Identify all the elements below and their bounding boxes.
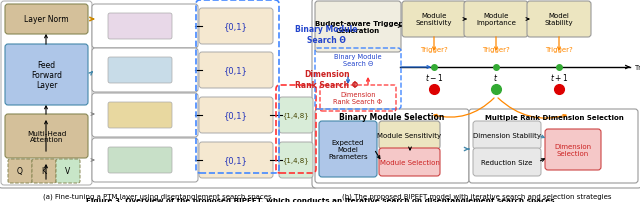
FancyBboxPatch shape xyxy=(473,121,541,149)
Text: ✔: ✔ xyxy=(493,85,499,94)
Text: K: K xyxy=(42,167,47,176)
FancyBboxPatch shape xyxy=(379,148,440,176)
Text: Trigger?: Trigger? xyxy=(482,47,510,53)
FancyBboxPatch shape xyxy=(1,2,92,185)
Text: Expected
Model
Parameters: Expected Model Parameters xyxy=(328,139,368,159)
Text: ✘: ✘ xyxy=(431,85,437,94)
Text: Dimension Stability: Dimension Stability xyxy=(473,132,541,138)
FancyBboxPatch shape xyxy=(92,138,198,182)
FancyBboxPatch shape xyxy=(56,159,80,183)
Text: Adapter: Adapter xyxy=(130,111,160,120)
FancyBboxPatch shape xyxy=(108,147,172,173)
FancyBboxPatch shape xyxy=(464,2,528,38)
Text: Module Sensitivity: Module Sensitivity xyxy=(378,132,442,138)
FancyBboxPatch shape xyxy=(199,98,273,133)
Text: LNFit: LNFit xyxy=(136,22,155,31)
Text: Dimension
Rank Search Φ: Dimension Rank Search Φ xyxy=(333,92,383,105)
Text: {1,4,8}: {1,4,8} xyxy=(283,112,309,119)
Text: Figure 3: Overview of the proposed BIPEFT, which conducts an iterative search on: Figure 3: Overview of the proposed BIPEF… xyxy=(86,197,554,202)
FancyBboxPatch shape xyxy=(319,121,377,177)
FancyBboxPatch shape xyxy=(469,109,638,183)
FancyBboxPatch shape xyxy=(473,148,541,176)
FancyBboxPatch shape xyxy=(527,2,591,38)
FancyBboxPatch shape xyxy=(92,94,198,137)
Text: Multiple Rank Dimension Selection: Multiple Rank Dimension Selection xyxy=(484,115,623,120)
FancyBboxPatch shape xyxy=(199,53,273,88)
FancyBboxPatch shape xyxy=(5,45,88,105)
FancyBboxPatch shape xyxy=(312,0,640,188)
Text: $t-1$: $t-1$ xyxy=(425,72,444,83)
FancyBboxPatch shape xyxy=(92,49,198,93)
Text: {0,1}: {0,1} xyxy=(224,156,248,165)
FancyBboxPatch shape xyxy=(279,142,313,178)
FancyBboxPatch shape xyxy=(199,9,273,45)
Text: ✘: ✘ xyxy=(556,85,562,94)
FancyBboxPatch shape xyxy=(315,2,401,53)
FancyBboxPatch shape xyxy=(545,129,601,170)
Text: Trigger?: Trigger? xyxy=(545,47,573,53)
FancyBboxPatch shape xyxy=(32,159,56,183)
FancyBboxPatch shape xyxy=(108,58,172,84)
Text: Trigger?: Trigger? xyxy=(420,47,448,53)
FancyBboxPatch shape xyxy=(5,5,88,35)
FancyBboxPatch shape xyxy=(92,5,198,49)
Text: V: V xyxy=(65,167,70,176)
Text: (a) Fine-tuning a PTM layer using disentanglement search spaces: (a) Fine-tuning a PTM layer using disent… xyxy=(43,193,271,199)
FancyBboxPatch shape xyxy=(379,121,440,149)
Text: $t+1$: $t+1$ xyxy=(550,72,568,83)
Text: Training Steps: Training Steps xyxy=(635,65,640,71)
Text: {1,4,8}: {1,4,8} xyxy=(283,157,309,164)
Text: Binary Module
Search Θ: Binary Module Search Θ xyxy=(334,53,382,66)
Text: Budget-aware Trigger
Generation: Budget-aware Trigger Generation xyxy=(315,21,401,34)
Text: Multi-Head
Attention: Multi-Head Attention xyxy=(27,130,66,143)
Text: Feed
Forward
Layer: Feed Forward Layer xyxy=(31,60,62,90)
Text: Q: Q xyxy=(17,167,23,176)
Text: $t$: $t$ xyxy=(493,72,499,83)
Text: {0,1}: {0,1} xyxy=(224,111,248,120)
Text: Binary Module
Search Θ: Binary Module Search Θ xyxy=(295,25,358,44)
Text: Binary Module Selection: Binary Module Selection xyxy=(339,113,445,122)
Text: Module
Sensitivity: Module Sensitivity xyxy=(416,14,452,26)
Text: BitFit: BitFit xyxy=(135,66,155,75)
Text: {0,1}: {0,1} xyxy=(224,22,248,31)
FancyBboxPatch shape xyxy=(0,0,318,188)
Text: Dimension
Rank Search Φ: Dimension Rank Search Φ xyxy=(295,70,358,89)
FancyBboxPatch shape xyxy=(5,115,88,158)
FancyBboxPatch shape xyxy=(279,98,313,133)
Text: {0,1}: {0,1} xyxy=(224,66,248,75)
FancyBboxPatch shape xyxy=(199,142,273,178)
Text: (b) The proposed BIPEFT model with iterative search and selection strategies: (b) The proposed BIPEFT model with itera… xyxy=(342,193,612,199)
Text: Module Selection: Module Selection xyxy=(380,159,440,165)
Text: Model
Stability: Model Stability xyxy=(545,14,573,26)
FancyBboxPatch shape xyxy=(108,102,172,128)
Text: Dimension
Selection: Dimension Selection xyxy=(554,143,591,156)
FancyBboxPatch shape xyxy=(315,109,469,183)
Text: Module
Importance: Module Importance xyxy=(476,14,516,26)
Text: LoRA: LoRA xyxy=(136,156,155,165)
Text: Layer Norm: Layer Norm xyxy=(24,15,69,24)
Text: Reduction Size: Reduction Size xyxy=(481,159,532,165)
FancyBboxPatch shape xyxy=(108,14,172,40)
FancyBboxPatch shape xyxy=(402,2,466,38)
FancyBboxPatch shape xyxy=(8,159,32,183)
